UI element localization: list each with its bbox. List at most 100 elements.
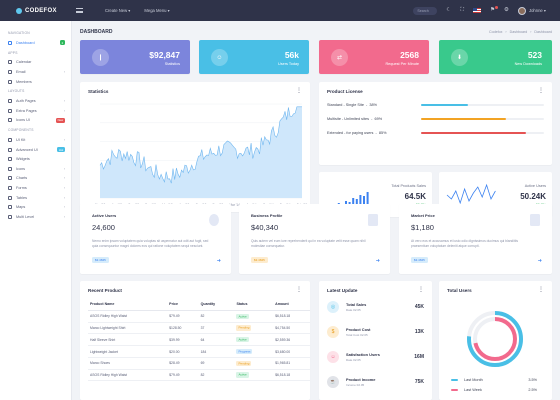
- card-description: At vero eos et accusamus et iusto odio d…: [411, 239, 519, 248]
- layers-icon: [8, 118, 12, 123]
- active-users-sparkline: [446, 183, 496, 205]
- sidebar-section: COMPONENTS: [8, 128, 34, 133]
- status-badge: Pending: [236, 325, 252, 331]
- update-value: 45K: [414, 304, 424, 310]
- status-badge: Active: [236, 337, 249, 343]
- area-line: [99, 106, 302, 184]
- card-value: 24,600: [92, 223, 115, 232]
- legend-swatch: [451, 389, 458, 391]
- fullscreen-icon[interactable]: ⛶: [460, 6, 465, 13]
- stat-value: $92,847: [149, 50, 180, 60]
- progress-bar: [421, 104, 544, 106]
- sidebar-item-auth-pages[interactable]: Auth Pages ›: [0, 96, 71, 106]
- sidebar-item-tables[interactable]: Tables ›: [0, 193, 71, 203]
- hot-badge: Hot: [57, 147, 65, 153]
- sidebar-item-extra-pages[interactable]: Extra Pages ›: [0, 106, 71, 116]
- settings-gear-icon[interactable]: ⚙: [504, 6, 509, 13]
- table-row[interactable]: Marco Shoes $28.49 69 Pending $1,965.81: [88, 357, 310, 370]
- cell-price: $79.49: [167, 310, 199, 323]
- cell-amount: $3,680.00: [273, 345, 310, 358]
- dark-mode-icon[interactable]: ☾: [446, 6, 452, 13]
- card-description: Nemo enim ipsam voluptatem quia voluptas…: [92, 239, 209, 248]
- sidebar-item-dashboard[interactable]: Dashboard 2: [0, 38, 71, 48]
- column-header: Status: [234, 299, 274, 311]
- sidebar-item-ui-kit[interactable]: UI Kit ›: [0, 135, 71, 145]
- sidebar-item-forms[interactable]: Forms ›: [0, 183, 71, 193]
- breadcrumb-item[interactable]: Dashboard: [509, 30, 528, 34]
- arrow-right-icon[interactable]: ➜: [216, 258, 221, 264]
- table-row[interactable]: ASOS Ridley High Waist $79.49 82 Active $6,5…: [88, 369, 310, 382]
- cell-name: Half Sleeve Shirt: [88, 333, 168, 347]
- status-badge: Active: [236, 313, 249, 319]
- menu-toggle-icon[interactable]: [76, 8, 83, 13]
- sidebar-item-icons-ui[interactable]: Icons UI New: [0, 116, 71, 126]
- more-icon[interactable]: ⋮: [296, 287, 302, 293]
- recent-product-table: Product Name Price Quantity Status Amoun…: [88, 299, 310, 382]
- mega-menu[interactable]: Mega Menu ▾: [144, 8, 170, 13]
- more-icon[interactable]: ⋮: [418, 287, 424, 293]
- calendar-icon: [8, 60, 12, 65]
- create-new-menu[interactable]: Create New ▾: [105, 8, 131, 13]
- stat-card-downloads[interactable]: ⬇ 523 New Downloads: [439, 40, 552, 74]
- brand[interactable]: CODEFOX: [0, 0, 72, 21]
- smile-icon: ☺: [327, 351, 339, 363]
- sidebar-item-multi-level[interactable]: Multi Level ›: [0, 212, 71, 222]
- table-row[interactable]: ASOS Ridley High Waist $79.49 82 Active $6,5…: [88, 310, 310, 323]
- more-icon[interactable]: ⋮: [538, 88, 544, 94]
- cell-status: Active: [234, 369, 274, 382]
- cell-amount: $1,965.81: [273, 357, 310, 370]
- sidebar-item-members[interactable]: Members: [0, 77, 71, 87]
- business-profile-card: Business Profile $40,340 Quis autem vel …: [239, 204, 390, 274]
- column-header: Amount: [273, 299, 310, 311]
- user-menu[interactable]: Johnne ▾: [517, 6, 546, 15]
- star-icon: [8, 166, 12, 171]
- total-users-card: Total Users ⋮ Last Month 3.5% Last Week …: [439, 281, 552, 400]
- card-title: Latest Update: [327, 288, 358, 293]
- sidebar-item-maps[interactable]: Maps ›: [0, 202, 71, 212]
- bar: [366, 192, 369, 211]
- column-header: Price: [167, 299, 199, 311]
- shopping-bag-icon: [530, 214, 540, 226]
- chevron-right-icon: ›: [63, 176, 65, 181]
- target-icon: ◎: [327, 301, 339, 313]
- avatar: [517, 6, 526, 15]
- search-input[interactable]: Search: [413, 6, 438, 15]
- chevron-right-icon: ›: [63, 69, 65, 74]
- column-header: Quantity: [198, 299, 235, 311]
- sidebar: NAVIGATION Dashboard 2 APPS Calendar Emai…: [0, 21, 72, 400]
- arrow-right-icon[interactable]: ➜: [537, 258, 542, 264]
- stat-card-statistics[interactable]: ❙ $92,847 Statistics: [80, 40, 190, 74]
- chart-icon: ❙: [92, 49, 109, 66]
- sidebar-item-widgets[interactable]: Widgets: [0, 154, 71, 164]
- card-title: Market Price: [411, 213, 435, 218]
- table-row[interactable]: Marco Lightweight Shirt $128.50 37 Pending $…: [88, 322, 310, 335]
- sidebar-item-calendar[interactable]: Calendar: [0, 58, 71, 68]
- statistics-chart: Mar '12Jun '12Sep '12Dec '12Mar '13Jun '…: [95, 103, 307, 207]
- total-sales-label: Total Products Sales: [391, 184, 426, 188]
- table-row[interactable]: Half Sleeve Shirt $39.99 64 Active $2,559.36: [88, 333, 310, 347]
- notification-bell-icon[interactable]: ⚑: [490, 5, 499, 14]
- sidebar-item-email[interactable]: Email ›: [0, 67, 71, 77]
- stat-card-users-today[interactable]: ☺ 56k Users Today: [199, 40, 309, 74]
- update-item: $ Product Cost Total Cost 02.05 13K: [327, 321, 424, 343]
- more-icon[interactable]: ⋮: [538, 287, 544, 293]
- stat-card-requests[interactable]: ⇄ 2568 Request Per Minute: [319, 40, 429, 74]
- download-icon: ⬇: [451, 49, 468, 66]
- cell-name: Marco Lightweight Shirt: [88, 322, 168, 335]
- status-badge: Active: [236, 372, 249, 378]
- more-icon[interactable]: ⋮: [296, 88, 302, 94]
- language-flag-icon[interactable]: [473, 8, 482, 13]
- table-row[interactable]: Lightweight Jacket $20.00 184 Progress $3,68…: [88, 345, 310, 358]
- breadcrumb-item: Dashboard: [534, 30, 552, 34]
- sidebar-item-charts[interactable]: Charts ›: [0, 174, 71, 184]
- breadcrumb-item[interactable]: Codefox: [489, 30, 503, 34]
- dashboard-icon: [8, 40, 12, 45]
- sidebar-item-icons[interactable]: Icons ›: [0, 164, 71, 174]
- sidebar-section: APPS: [8, 50, 18, 55]
- sidebar-item-advanced-ui[interactable]: Advanced UI Hot: [0, 145, 71, 155]
- stat-value: 523: [527, 50, 542, 60]
- table-icon: [8, 195, 12, 200]
- cell-price: $79.49: [167, 369, 199, 382]
- x-tick-label: Mar '14: [229, 203, 240, 207]
- arrow-right-icon[interactable]: ➜: [375, 258, 380, 264]
